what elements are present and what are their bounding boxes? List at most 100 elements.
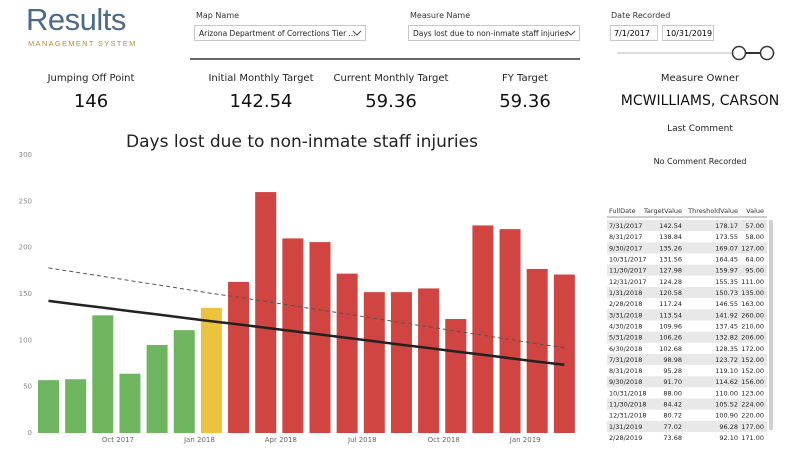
bar: [445, 319, 467, 433]
table-cell: 224.00: [741, 401, 764, 409]
date-slider[interactable]: [615, 44, 780, 62]
table-cell: 169.07: [715, 244, 738, 252]
table-cell: 2/28/2018: [609, 300, 642, 308]
table-cell: 110.00: [715, 389, 738, 397]
y-tick-label: 150: [19, 290, 32, 298]
table-cell: 6/30/2018: [609, 345, 642, 353]
row-band: [607, 376, 767, 388]
kpi-value: 59.36: [365, 91, 417, 112]
table-cell: 80.72: [663, 412, 682, 420]
table-cell: 9/30/2017: [609, 244, 642, 252]
kpi-label: Current Monthly Target: [333, 73, 449, 84]
table-cell: 84.42: [663, 401, 682, 409]
table-cell: 155.35: [715, 278, 738, 286]
table-cell: 152.00: [741, 356, 764, 364]
table-cell: 113.54: [659, 311, 682, 319]
trend-line: [48, 267, 565, 349]
kpi-label: Initial Monthly Target: [208, 73, 314, 84]
table-cell: 10/31/2018: [609, 389, 646, 397]
end-date[interactable]: 10/31/2019: [662, 25, 714, 41]
table-cell: 150.73: [715, 289, 738, 297]
bar: [65, 379, 87, 433]
table-cell: 132.82: [715, 334, 738, 342]
table-cell: 172.00: [741, 345, 764, 353]
table-cell: 137.45: [715, 322, 738, 330]
chevron: [566, 30, 576, 36]
table-cell: 98.98: [663, 356, 682, 364]
bar: [146, 344, 168, 433]
table-cell: 178.17: [715, 222, 738, 230]
table-cell: 127.98: [659, 267, 682, 275]
table-cell: 171.00: [741, 434, 764, 442]
kpi-label: Jumping Off Point: [47, 73, 135, 84]
y-tick-label: 100: [19, 336, 32, 344]
row-band: [607, 264, 767, 276]
table-cell: 138.84: [659, 233, 682, 241]
filter-label: Date Recorded: [611, 11, 671, 20]
chevron: [352, 30, 362, 36]
table-cell: 119.10: [715, 367, 738, 375]
table-cell: 142.54: [659, 222, 682, 230]
x-tick-label: Jan 2018: [183, 436, 215, 444]
measure-dropdown[interactable]: Days lost due to non-inmate staff injuri…: [408, 25, 580, 41]
table-cell: 8/31/2018: [609, 367, 642, 375]
table-cell: 127.00: [741, 244, 764, 252]
x-tick-label: Oct 2018: [428, 436, 460, 444]
table-cell: 156.00: [741, 378, 764, 386]
table-cell: 64.00: [745, 255, 764, 263]
table-cell: 12/31/2018: [609, 412, 646, 420]
table-cell: 5/31/2018: [609, 334, 642, 342]
table-cell: 7/31/2018: [609, 356, 642, 364]
start-date[interactable]: 7/1/2017: [610, 25, 658, 41]
row-band: [607, 242, 767, 254]
bar: [173, 330, 195, 433]
row-band: [607, 353, 767, 366]
table-cell: 4/30/2018: [609, 322, 642, 330]
chart: Days lost due to non-inmate staff injuri…: [19, 132, 575, 444]
x-tick-label: Apr 2018: [265, 436, 297, 444]
table-cell: 57.00: [745, 222, 764, 230]
bar: [255, 192, 277, 433]
y-tick-label: 300: [19, 151, 32, 159]
row-band: [607, 331, 767, 343]
bar: [553, 274, 575, 433]
table-cell: 100.90: [715, 412, 738, 420]
table-cell: 131.56: [659, 255, 682, 263]
bar: [119, 373, 141, 433]
kpi-label: FY Target: [502, 73, 548, 84]
row-band: [607, 286, 767, 299]
table-cell: 260.00: [741, 311, 764, 319]
map-dropdown[interactable]: Arizona Department of Corrections Tier .…: [194, 25, 366, 41]
bar: [418, 288, 440, 433]
table-cell: 1/31/2018: [609, 289, 642, 297]
table-cell: 88.00: [663, 389, 682, 397]
table-cell: 117.24: [659, 300, 682, 308]
y-tick-label: 200: [19, 244, 32, 252]
table-cell: 106.26: [659, 334, 682, 342]
row-band: [607, 220, 767, 232]
table-cell: 91.70: [663, 378, 682, 386]
table-cell: 163.00: [741, 300, 764, 308]
table-cell: 206.00: [741, 334, 764, 342]
y-tick-label: 0: [28, 429, 32, 437]
scrollbar: [769, 220, 773, 430]
table-cell: 96.28: [719, 423, 738, 431]
y-tick-label: 50: [23, 383, 32, 391]
bar: [38, 380, 59, 433]
table-cell: 128.35: [715, 345, 738, 353]
dropdown-value: Days lost due to non-inmate staff injuri…: [413, 29, 569, 38]
kpi-value: 59.36: [499, 91, 551, 112]
row-band: [607, 309, 767, 321]
table-cell: 141.92: [715, 311, 738, 319]
row-band: [607, 398, 767, 410]
table-cell: 95.00: [745, 267, 764, 275]
table-cell: 220.00: [741, 412, 764, 420]
table-cell: 111.00: [741, 278, 764, 286]
table-cell: 1/31/2019: [609, 423, 642, 431]
table-cell: 10/31/2017: [609, 255, 646, 263]
table-cell: 159.97: [715, 267, 738, 275]
y-tick-label: 250: [19, 197, 32, 205]
table-cell: 105.52: [715, 401, 738, 409]
table-cell: 120.58: [659, 289, 682, 297]
